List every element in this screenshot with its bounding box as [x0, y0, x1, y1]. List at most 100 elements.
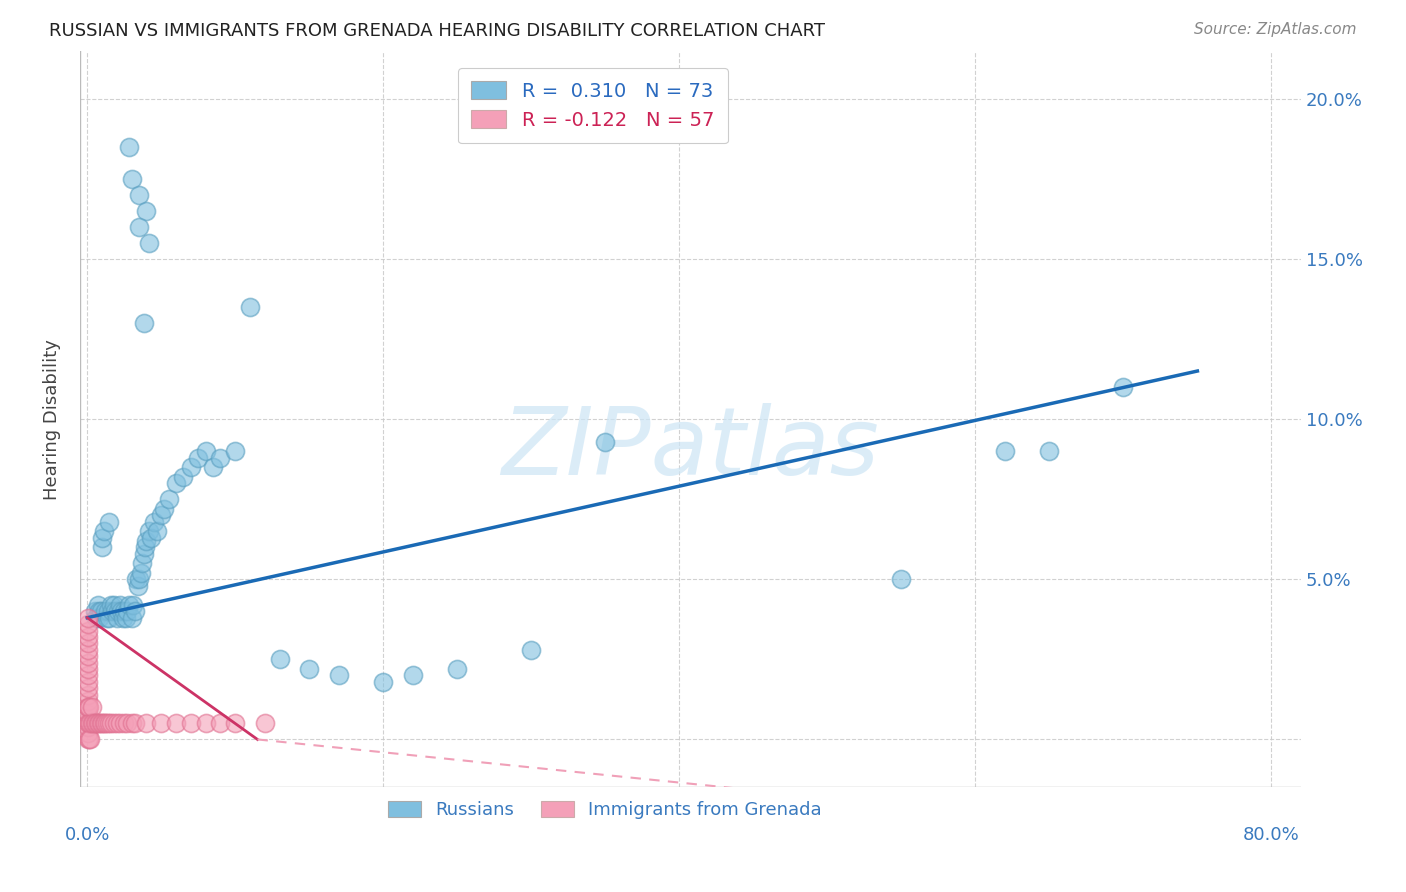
Point	[77, 617, 100, 632]
Point	[132, 316, 155, 330]
Point	[121, 171, 143, 186]
Point	[150, 508, 173, 523]
Point	[77, 700, 100, 714]
Text: Source: ZipAtlas.com: Source: ZipAtlas.com	[1194, 22, 1357, 37]
Point	[112, 716, 135, 731]
Point	[132, 547, 155, 561]
Point	[124, 716, 146, 731]
Point	[77, 662, 100, 676]
Point	[138, 524, 160, 539]
Text: 80.0%: 80.0%	[1243, 826, 1299, 844]
Point	[131, 556, 153, 570]
Point	[77, 716, 100, 731]
Point	[77, 649, 100, 664]
Point	[153, 501, 176, 516]
Point	[105, 610, 128, 624]
Point	[98, 610, 121, 624]
Point	[402, 668, 425, 682]
Point	[146, 524, 169, 539]
Point	[94, 716, 117, 731]
Point	[84, 610, 107, 624]
Point	[93, 524, 115, 539]
Point	[108, 598, 131, 612]
Point	[84, 716, 107, 731]
Point	[125, 572, 148, 586]
Point	[77, 610, 100, 624]
Point	[98, 515, 121, 529]
Point	[172, 469, 194, 483]
Point	[124, 604, 146, 618]
Point	[138, 235, 160, 250]
Point	[114, 610, 136, 624]
Point	[77, 720, 100, 734]
Point	[97, 604, 120, 618]
Point	[103, 716, 125, 731]
Point	[118, 140, 141, 154]
Point	[90, 716, 112, 731]
Point	[187, 450, 209, 465]
Point	[115, 604, 138, 618]
Point	[328, 668, 350, 682]
Point	[100, 716, 122, 731]
Point	[77, 688, 100, 702]
Point	[269, 652, 291, 666]
Point	[87, 610, 110, 624]
Point	[79, 732, 101, 747]
Point	[77, 732, 100, 747]
Point	[111, 610, 134, 624]
Point	[135, 533, 157, 548]
Point	[128, 187, 150, 202]
Point	[77, 656, 100, 670]
Point	[108, 716, 131, 731]
Point	[224, 444, 246, 458]
Point	[86, 598, 108, 612]
Point	[94, 604, 117, 618]
Point	[77, 668, 100, 682]
Point	[80, 700, 103, 714]
Point	[91, 531, 114, 545]
Point	[77, 630, 100, 644]
Point	[239, 300, 262, 314]
Point	[82, 716, 104, 731]
Point	[104, 604, 127, 618]
Point	[90, 604, 112, 618]
Point	[209, 450, 232, 465]
Point	[96, 610, 118, 624]
Text: RUSSIAN VS IMMIGRANTS FROM GRENADA HEARING DISABILITY CORRELATION CHART: RUSSIAN VS IMMIGRANTS FROM GRENADA HEARI…	[49, 22, 825, 40]
Point	[180, 460, 202, 475]
Point	[150, 716, 173, 731]
Point	[107, 604, 129, 618]
Point	[110, 604, 132, 618]
Point	[83, 604, 105, 618]
Point	[112, 604, 135, 618]
Point	[209, 716, 232, 731]
Legend: Russians, Immigrants from Grenada: Russians, Immigrants from Grenada	[381, 794, 830, 826]
Point	[128, 219, 150, 234]
Point	[121, 610, 143, 624]
Point	[93, 716, 115, 731]
Point	[298, 662, 321, 676]
Point	[77, 726, 100, 740]
Point	[77, 713, 100, 727]
Point	[83, 716, 105, 731]
Point	[142, 515, 165, 529]
Point	[520, 642, 543, 657]
Point	[91, 716, 114, 731]
Point	[134, 540, 156, 554]
Point	[96, 716, 118, 731]
Point	[165, 716, 187, 731]
Point	[77, 706, 100, 721]
Point	[165, 476, 187, 491]
Point	[595, 434, 617, 449]
Point	[194, 444, 217, 458]
Point	[77, 732, 100, 747]
Point	[194, 716, 217, 731]
Y-axis label: Hearing Disability: Hearing Disability	[44, 339, 60, 500]
Point	[91, 540, 114, 554]
Point	[180, 716, 202, 731]
Point	[103, 598, 125, 612]
Point	[129, 566, 152, 580]
Point	[100, 598, 122, 612]
Point	[224, 716, 246, 731]
Point	[127, 579, 149, 593]
